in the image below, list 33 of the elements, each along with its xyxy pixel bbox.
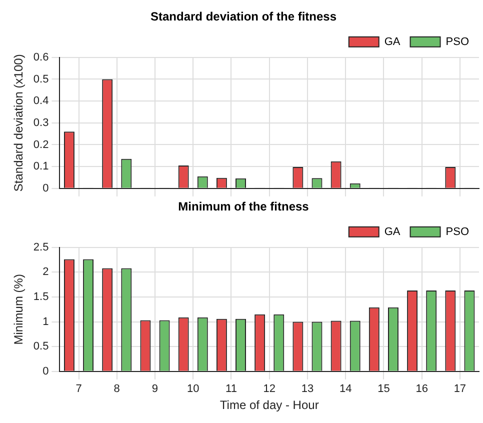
x-tick-label: 16 <box>416 383 428 396</box>
x-axis-title: Time of day - Hour <box>220 398 319 412</box>
legend-label: GA <box>384 36 401 48</box>
y-tick-label: 0 <box>42 365 49 378</box>
y-tick-label: 0.1 <box>33 160 49 173</box>
y-tick-label: 0.6 <box>33 51 49 64</box>
chart-title: Minimum of the fitness <box>178 200 310 214</box>
legend-label: GA <box>384 226 401 238</box>
y-axis-title: Standard deviation (x100) <box>12 54 26 192</box>
x-tick-label: 15 <box>378 383 390 396</box>
y-axis-title: Minimum (%) <box>12 274 26 345</box>
legend-label: PSO <box>446 226 470 238</box>
y-tick-label: 1.5 <box>33 291 49 304</box>
x-tick-label: 9 <box>152 383 158 396</box>
x-tick-label: 13 <box>301 383 314 396</box>
x-tick-label: 8 <box>114 383 120 396</box>
y-tick-label: 1 <box>42 316 49 328</box>
legend-label: PSO <box>446 36 470 48</box>
x-tick-label: 10 <box>186 383 200 396</box>
x-tick-label: 17 <box>454 383 466 396</box>
x-tick-label: 11 <box>226 383 237 396</box>
x-tick-label: 7 <box>76 383 82 396</box>
y-tick-label: 0.5 <box>33 73 49 86</box>
x-tick-label: 12 <box>263 383 276 396</box>
chart-title: Standard deviation of the fitness <box>150 10 337 24</box>
y-tick-label: 0 <box>42 182 49 194</box>
x-tick-label: 14 <box>339 383 352 396</box>
y-tick-label: 2 <box>42 266 49 278</box>
y-tick-label: 2.5 <box>33 241 49 254</box>
y-tick-label: 0.5 <box>33 340 49 353</box>
y-tick-label: 0.4 <box>33 95 49 108</box>
y-tick-label: 0.3 <box>33 116 49 129</box>
y-tick-label: 0.2 <box>33 138 49 151</box>
